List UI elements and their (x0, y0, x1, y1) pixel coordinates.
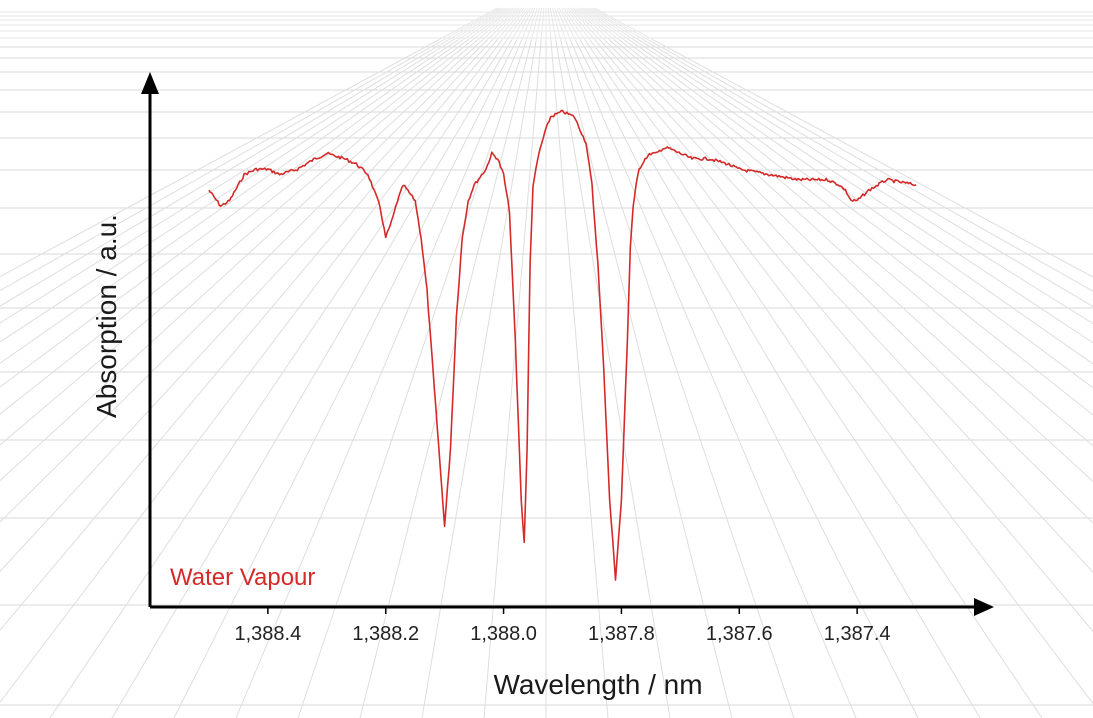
grid-line-converging (0, 7, 498, 278)
y-axis-title: Absorption / a.u. (91, 214, 122, 418)
x-tick-label: 1,387.4 (824, 623, 891, 645)
grid-line-converging (0, 7, 514, 415)
grid-line-converging (547, 7, 609, 718)
grid-line-converging (558, 7, 919, 718)
grid-line-converging (574, 7, 1093, 483)
grid-line-converging (0, 7, 518, 482)
grid-line-converging (297, 7, 538, 718)
grid-line-converging (554, 7, 795, 718)
grid-line-converging (552, 7, 733, 718)
grid-line-converging (483, 7, 545, 718)
grid-line-converging (594, 7, 1093, 278)
grid-line-converging (0, 7, 505, 324)
series-line (208, 109, 917, 581)
x-tick-label: 1,388.2 (352, 623, 419, 645)
grid-line-converging (585, 7, 1093, 344)
grid-line-converging (589, 7, 1093, 308)
grid-line-converging (563, 7, 1043, 718)
grid-line-converging (49, 7, 529, 718)
x-tick-label: 1,388.0 (470, 623, 537, 645)
grid-line-converging (0, 7, 507, 343)
grid-line-converging (578, 7, 1093, 416)
grid-line-converging (0, 7, 503, 307)
x-tick-label: 1,387.8 (588, 623, 655, 645)
x-tick-label: 1,387.6 (706, 623, 773, 645)
grid-line-converging (359, 7, 540, 718)
x-axis-title: Wavelength / nm (493, 669, 702, 700)
grid-line-converging (0, 7, 501, 292)
grid-line-converging (569, 7, 1093, 574)
x-axis-arrowhead (974, 598, 994, 616)
grid-line-converging (549, 7, 671, 718)
grid-line-converging (567, 7, 1093, 633)
axes (141, 72, 994, 616)
grid-line-converging (556, 7, 857, 718)
grid-line-converging (111, 7, 532, 718)
grid-line-converging (421, 7, 543, 718)
grid-line-converging (587, 7, 1093, 325)
grid-line-converging (583, 7, 1093, 365)
grid-line-converging (576, 7, 1093, 447)
grid-line-converging (0, 7, 527, 703)
grid-line-converging (572, 7, 1093, 524)
series-layer (208, 109, 917, 581)
x-ticks: 1,388.4 1,388.2 1,388.0 1,387.8 1,387.6 1,387… (234, 607, 891, 645)
grid-line-converging (235, 7, 536, 718)
x-tick-label: 1,388.4 (234, 623, 301, 645)
grid-line-converging (0, 7, 520, 523)
grid-line-converging (0, 7, 516, 446)
grid-line-converging (173, 7, 534, 718)
y-axis-arrowhead (141, 72, 159, 94)
horizon-haze (0, 0, 1093, 40)
grid-line-converging (0, 7, 525, 631)
grid-line-converging (591, 7, 1093, 292)
grid-line-converging (0, 7, 523, 572)
series-annotation: Water Vapour (170, 564, 315, 591)
grid-line-converging (0, 7, 512, 388)
grid-line-converging (580, 7, 1093, 389)
grid-line-converging (565, 7, 1093, 705)
grid-line-converging (0, 7, 509, 364)
grid-line-converging (560, 7, 981, 718)
